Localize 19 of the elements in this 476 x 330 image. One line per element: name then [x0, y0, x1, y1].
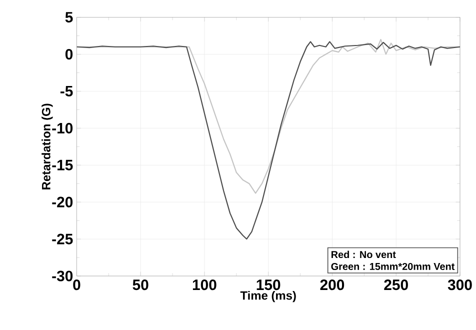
y-tick-label: -15 [52, 160, 73, 170]
x-tick-label: 300 [448, 280, 472, 290]
y-tick-label: -20 [52, 196, 73, 208]
y-tick-label: 0 [65, 48, 73, 60]
y-tick-label: 5 [65, 12, 73, 23]
y-tick-label: -10 [52, 122, 73, 134]
x-tick-label: 150 [256, 280, 280, 290]
annotation: Red : No vent [332, 250, 396, 258]
y-tick-label: -25 [52, 234, 73, 244]
annotation: Green : 15mm*20mm Vent [331, 262, 455, 270]
y-axis-title: Retardation (G) [42, 104, 53, 190]
x-tick-label: 50 [132, 280, 148, 290]
x-tick-label: 0 [73, 280, 80, 290]
y-tick-label: -5 [60, 86, 73, 96]
y-tick-label: -30 [52, 270, 73, 282]
x-tick-label: 200 [320, 280, 344, 290]
x-axis-title: Time (ms) [240, 290, 296, 302]
x-tick-label: 100 [192, 280, 216, 290]
x-tick-label: 250 [384, 280, 408, 290]
